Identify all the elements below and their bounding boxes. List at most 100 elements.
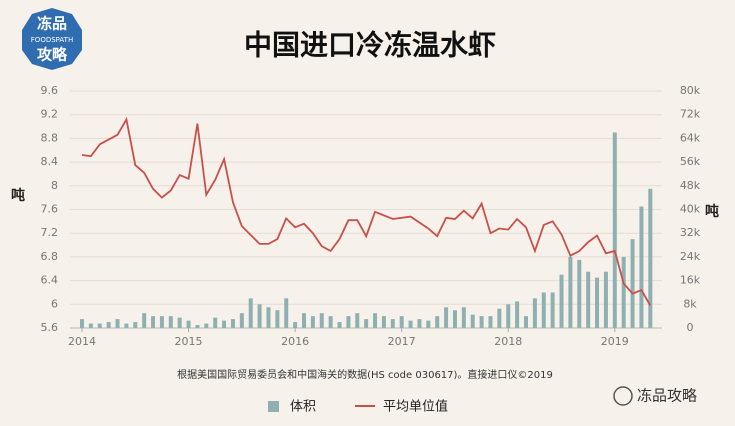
- bar: [142, 313, 147, 328]
- bar: [302, 313, 306, 328]
- y2-tick-label: 80k: [680, 84, 701, 97]
- chart-title: 中国进口冷冻温水虾: [244, 29, 496, 62]
- legend-label: 平均单位值: [383, 399, 448, 415]
- y2-tick-label: 56k: [680, 155, 701, 168]
- x-tick-label: 2019: [601, 335, 629, 348]
- watermark-text: 冻品攻略: [637, 387, 697, 405]
- y-tick-label: 6.8: [41, 250, 59, 263]
- bar: [159, 316, 164, 328]
- bar: [524, 316, 528, 328]
- bar: [568, 256, 573, 328]
- y-axis-label: 吨: [11, 187, 25, 204]
- bar: [479, 316, 484, 328]
- bar: [257, 304, 262, 328]
- bar: [319, 313, 324, 328]
- bar: [488, 316, 493, 328]
- bar: [417, 319, 422, 328]
- bar: [284, 298, 289, 328]
- y2-tick-label: 40k: [680, 203, 701, 216]
- bar: [497, 308, 502, 328]
- legend: 体积 平均单位值: [268, 399, 448, 415]
- line: [81, 116, 652, 306]
- bar: [373, 313, 378, 328]
- bar: [222, 320, 227, 328]
- logo-top: 冻品: [37, 15, 67, 33]
- legend-label: 体积: [290, 400, 316, 415]
- bar: [515, 301, 520, 328]
- y-tick-label: 9.6: [41, 84, 59, 97]
- bar: [648, 188, 653, 328]
- bar: [364, 319, 369, 328]
- bar: [346, 316, 351, 328]
- watermark: 冻品攻略: [613, 386, 697, 406]
- bar: [506, 304, 511, 328]
- bar: [230, 319, 235, 328]
- logo-bottom: 攻略: [37, 46, 68, 64]
- y2-tick-label: 24k: [680, 250, 701, 263]
- bar: [115, 319, 120, 328]
- bar: [435, 316, 440, 328]
- bar: [461, 307, 466, 328]
- bar: [151, 316, 156, 328]
- legend-swatch: [268, 401, 279, 412]
- y2-tick-label: 48k: [680, 179, 701, 192]
- bar: [381, 316, 386, 328]
- bar: [310, 316, 315, 328]
- bar: [532, 298, 537, 328]
- bar: [603, 271, 608, 328]
- x-tick-label: 2018: [494, 335, 522, 348]
- bar: [426, 320, 431, 328]
- bar: [337, 322, 342, 328]
- bar: [355, 313, 360, 328]
- y-tick-label: 9.2: [41, 108, 59, 121]
- bar: [639, 206, 644, 328]
- y2-tick-label: 16k: [680, 274, 701, 287]
- x-tick-label: 2017: [388, 335, 416, 348]
- bar: [177, 317, 182, 328]
- bar: [630, 239, 635, 328]
- bar: [275, 310, 280, 328]
- bar: [559, 274, 564, 328]
- bar: [328, 316, 333, 328]
- y2-tick-label: 64k: [680, 131, 701, 144]
- y2-tick-label: 72k: [680, 108, 701, 121]
- x-tick-label: 2016: [281, 335, 309, 348]
- bar: [133, 322, 138, 328]
- bar: [390, 319, 395, 328]
- y-tick-label: 8.4: [41, 155, 59, 168]
- y-tick-label: 8.8: [41, 131, 59, 144]
- bar: [293, 322, 298, 328]
- bar: [399, 316, 404, 328]
- y2-tick-label: 32k: [680, 226, 701, 239]
- bar: [239, 313, 244, 328]
- bar: [452, 310, 457, 328]
- bar: [195, 325, 200, 328]
- bar: [541, 292, 546, 328]
- y-tick-label: 6: [51, 297, 58, 310]
- bar: [586, 271, 591, 328]
- y-tick-label: 7.2: [41, 226, 59, 239]
- bar: [470, 314, 475, 328]
- source-note: 根据美国国际贸易委员会和中国海关的数据(HS code 030617)。直接进口…: [177, 368, 553, 381]
- bar: [408, 320, 413, 328]
- logo: 冻品 FOODSPATH 攻略: [22, 8, 82, 70]
- y2-tick-label: 0: [687, 321, 694, 334]
- bar: [550, 292, 555, 328]
- bar: [248, 298, 253, 328]
- y2-axis-label: 吨: [705, 203, 719, 220]
- y2-tick-label: 8k: [683, 297, 697, 310]
- bar: [595, 277, 600, 328]
- bar: [612, 132, 617, 328]
- bar: [168, 316, 173, 328]
- x-tick-label: 2014: [68, 335, 96, 348]
- bar: [577, 259, 582, 328]
- bar: [186, 320, 191, 328]
- x-tick-label: 2015: [175, 335, 203, 348]
- bar: [204, 323, 209, 328]
- bar: [266, 307, 271, 328]
- y-tick-label: 5.6: [41, 321, 59, 334]
- bar: [444, 307, 449, 328]
- bar: [80, 319, 84, 328]
